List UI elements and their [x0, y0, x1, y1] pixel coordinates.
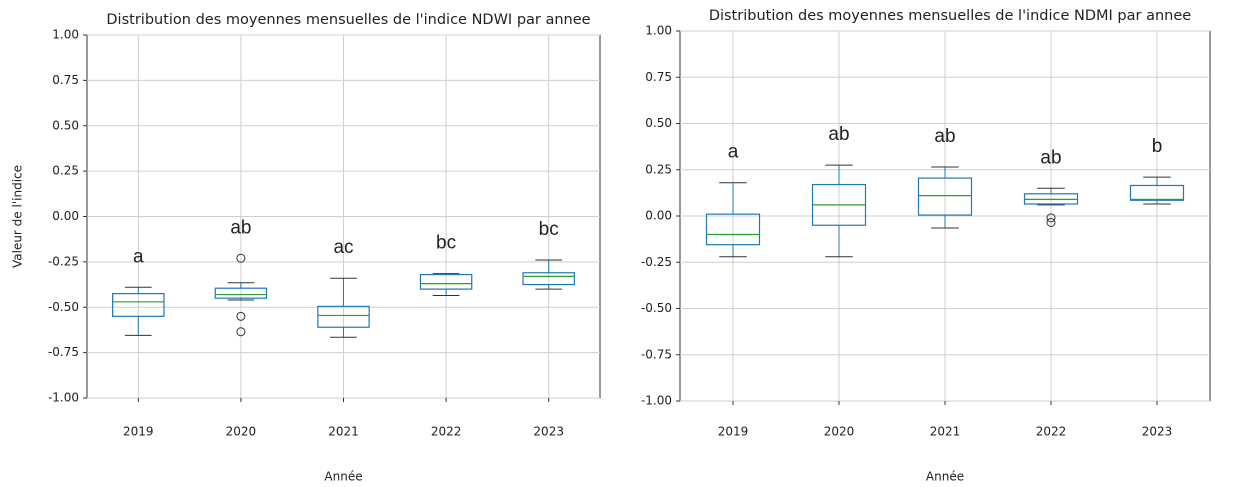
x-tick-label: 2021 [930, 425, 961, 439]
box [705, 213, 761, 246]
y-tick-label: -0.25 [641, 255, 672, 269]
box [112, 293, 165, 317]
y-tick-label: 0.00 [52, 209, 79, 223]
y-tick-label: -1.00 [641, 394, 672, 408]
y-tick-label: 0.50 [52, 118, 79, 132]
annotation: ab [1040, 147, 1061, 168]
box [317, 305, 370, 328]
box [917, 177, 973, 216]
y-tick-label: -0.75 [641, 347, 672, 361]
y-tick-label: -0.25 [48, 254, 79, 268]
x-tick-label: 2020 [226, 425, 257, 439]
y-tick-label: -1.00 [48, 391, 79, 405]
x-tick-label: 2021 [328, 425, 359, 439]
annotation: b [1152, 136, 1163, 157]
annotation: ab [230, 217, 251, 238]
x-tick-label: 2023 [1142, 425, 1173, 439]
y-axis-label: Valeur de l'indice [11, 165, 25, 268]
box [1129, 184, 1185, 201]
box [214, 287, 268, 299]
annotation: ab [934, 126, 955, 147]
x-tick-label: 2019 [123, 425, 154, 439]
annotation: a [133, 246, 144, 267]
y-tick-label: -0.50 [48, 300, 79, 314]
x-tick-label: 2020 [824, 425, 855, 439]
x-tick-label: 2023 [533, 425, 564, 439]
outlier [236, 327, 246, 337]
y-tick-label: 0.75 [52, 73, 79, 87]
chart-title: Distribution des moyennes mensuelles de … [709, 8, 1191, 24]
y-tick-label: 1.00 [52, 28, 79, 42]
y-tick-label: 0.50 [645, 116, 672, 130]
outlier [236, 253, 246, 263]
y-tick-label: -0.50 [641, 301, 672, 315]
box [522, 272, 575, 286]
y-tick-label: 0.75 [645, 70, 672, 84]
y-tick-label: 0.25 [645, 162, 672, 176]
annotation: ac [333, 237, 353, 258]
y-tick-label: 1.00 [645, 24, 672, 38]
y-tick-label: 0.25 [52, 164, 79, 178]
annotation: bc [539, 219, 559, 240]
box [419, 273, 473, 290]
annotation: bc [436, 233, 456, 254]
x-axis-label: Année [926, 470, 964, 484]
outlier [236, 311, 246, 321]
y-tick-label: 0.00 [645, 209, 672, 223]
x-axis-label: Année [324, 470, 362, 484]
outlier [1046, 213, 1056, 223]
x-tick-label: 2022 [1036, 425, 1067, 439]
annotation: a [728, 142, 739, 163]
annotation: ab [828, 124, 849, 145]
outlier [1046, 217, 1056, 227]
x-tick-label: 2022 [431, 425, 462, 439]
chart-title: Distribution des moyennes mensuelles de … [106, 12, 590, 28]
x-tick-label: 2019 [718, 425, 749, 439]
y-tick-label: -0.75 [48, 345, 79, 359]
